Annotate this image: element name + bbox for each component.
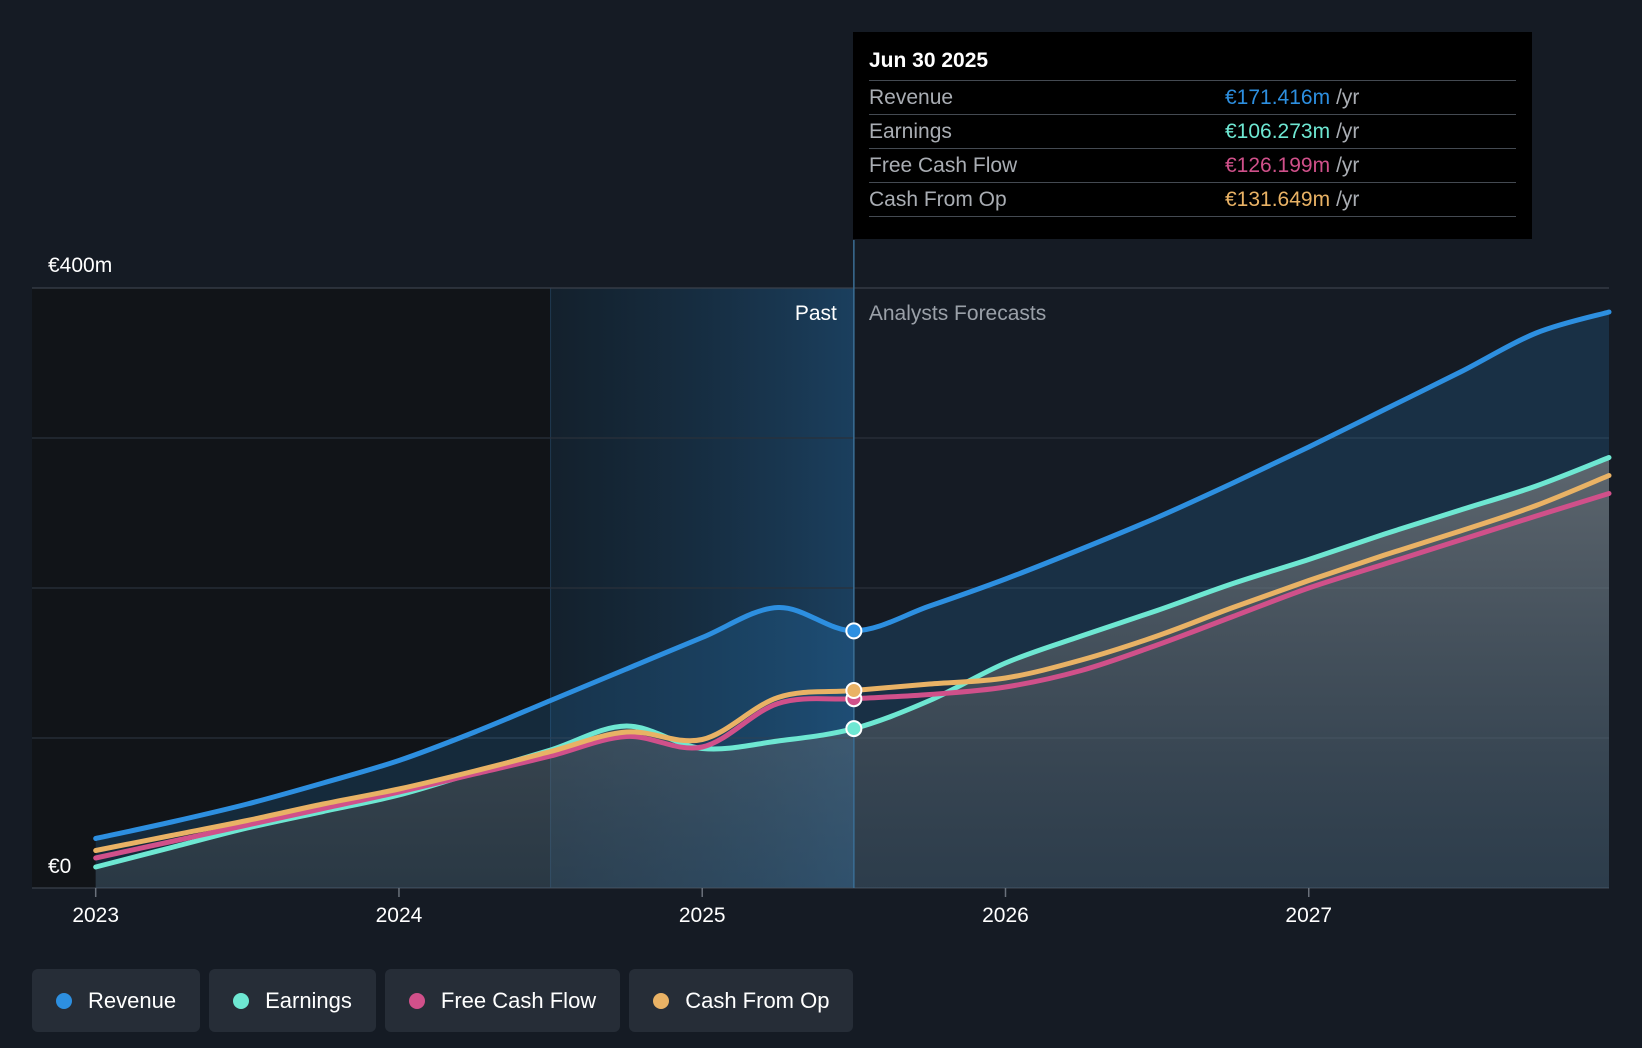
x-tick-label: 2027 — [1285, 904, 1332, 927]
x-tick-label: 2025 — [679, 904, 726, 927]
tooltip-unit: /yr — [1336, 119, 1360, 143]
tooltip-name: Revenue — [869, 85, 954, 109]
legend-label: Cash From Op — [685, 987, 830, 1013]
tooltip-value-wrap: €106.273m/yr — [1225, 120, 1359, 144]
past-label: Past — [795, 302, 837, 325]
y-tick-label: €0 — [48, 855, 71, 878]
area-fills — [95, 312, 1610, 888]
x-tick-label: 2026 — [982, 904, 1029, 927]
legend-dot-icon — [233, 992, 250, 1009]
legend-dot-icon — [653, 992, 670, 1009]
legend-item-earnings[interactable]: Earnings — [209, 969, 376, 1032]
tooltip-name: Cash From Op — [869, 187, 1007, 211]
tooltip-value: €126.199m — [1225, 153, 1331, 177]
tooltip-value-wrap: €171.416m/yr — [1225, 86, 1359, 110]
tooltip-value: €131.649m — [1225, 187, 1331, 211]
tooltip-row-earnings: Earnings €106.273m/yr — [869, 114, 1516, 148]
tooltip-row-cash-from-op: Cash From Op €131.649m/yr — [869, 182, 1516, 217]
highlight-markers — [845, 622, 863, 738]
y-tick-label: €400m — [48, 254, 112, 277]
tooltip: Jun 30 2025 Revenue €171.416m/yr Earning… — [853, 32, 1532, 239]
tooltip-value: €171.416m — [1225, 85, 1331, 109]
x-axis: 2023 2024 2025 2026 2027 — [72, 888, 1332, 927]
tooltip-unit: /yr — [1336, 85, 1360, 109]
marker-earnings — [845, 720, 863, 738]
tooltip-unit: /yr — [1336, 153, 1360, 177]
legend-label: Free Cash Flow — [440, 987, 597, 1013]
tooltip-value: €106.273m — [1225, 119, 1331, 143]
tooltip-row-revenue: Revenue €171.416m/yr — [869, 80, 1516, 114]
legend-dot-icon — [408, 992, 425, 1009]
tooltip-unit: /yr — [1336, 187, 1360, 211]
y-axis: €400m €0 — [48, 254, 112, 878]
tooltip-value-wrap: €126.199m/yr — [1225, 154, 1359, 178]
legend: Revenue Earnings Free Cash Flow Cash Fro… — [32, 969, 854, 1032]
legend-item-free-cash-flow[interactable]: Free Cash Flow — [384, 969, 621, 1032]
tooltip-row-free-cash-flow: Free Cash Flow €126.199m/yr — [869, 148, 1516, 182]
marker-revenue — [845, 622, 863, 640]
legend-item-cash-from-op[interactable]: Cash From Op — [629, 969, 854, 1032]
forecast-label: Analysts Forecasts — [869, 302, 1046, 325]
marker-cash-from-op — [845, 682, 863, 700]
x-tick-label: 2024 — [376, 904, 423, 927]
legend-dot-icon — [56, 992, 72, 1009]
tooltip-value-wrap: €131.649m/yr — [1225, 188, 1359, 212]
tooltip-name: Earnings — [869, 119, 952, 143]
legend-item-revenue[interactable]: Revenue — [32, 969, 201, 1032]
legend-label: Earnings — [265, 987, 352, 1013]
legend-label: Revenue — [88, 987, 177, 1013]
tooltip-date: Jun 30 2025 — [869, 49, 989, 72]
x-tick-label: 2023 — [72, 904, 119, 927]
tooltip-name: Free Cash Flow — [869, 153, 1018, 177]
earnings-area — [95, 457, 1610, 888]
